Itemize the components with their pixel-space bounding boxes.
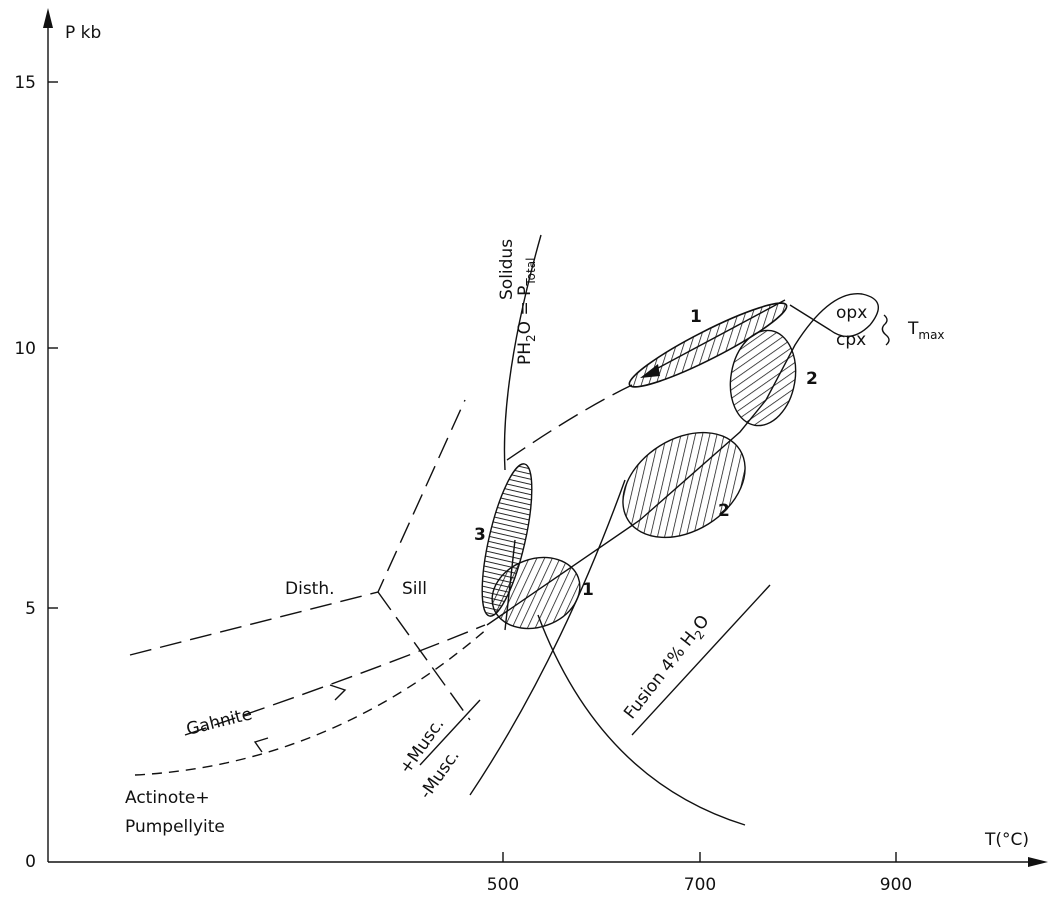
y-tick: 10 — [14, 339, 36, 359]
sill-label: Sill — [402, 579, 427, 599]
ph2o-label: PH2O = PTotal — [515, 258, 538, 365]
curves — [129, 234, 890, 826]
fusion-label: Fusion 4% H2O — [620, 611, 716, 724]
axes — [43, 8, 1048, 867]
zone-label: 2 — [718, 501, 730, 521]
x-tick: 500 — [487, 875, 519, 895]
solidus-label: Solidus — [497, 239, 517, 300]
y-tick: 0 — [25, 852, 36, 872]
y-tick: 5 — [25, 599, 36, 619]
zones — [481, 302, 797, 630]
zone-label: 1 — [690, 307, 702, 327]
zone-label: 3 — [474, 525, 486, 545]
y-label: P kb — [65, 23, 101, 43]
x-tick: 900 — [880, 875, 912, 895]
pumpellyite-label: Pumpellyite — [125, 817, 225, 837]
zone-label: 2 — [806, 369, 818, 389]
disth-label: Disth. — [285, 579, 335, 599]
opx-label: opx — [836, 303, 867, 323]
x-tick: 700 — [684, 875, 716, 895]
zone-label: 1 — [582, 580, 594, 600]
gahnite-label: Gahnite — [184, 704, 254, 740]
x-label: T(°C) — [984, 830, 1029, 850]
actinote-label: Actinote+ — [125, 788, 210, 808]
cpx-label: cpx — [836, 330, 866, 350]
y-tick: 15 — [14, 73, 36, 93]
tmax-label: Tmax — [907, 319, 945, 342]
